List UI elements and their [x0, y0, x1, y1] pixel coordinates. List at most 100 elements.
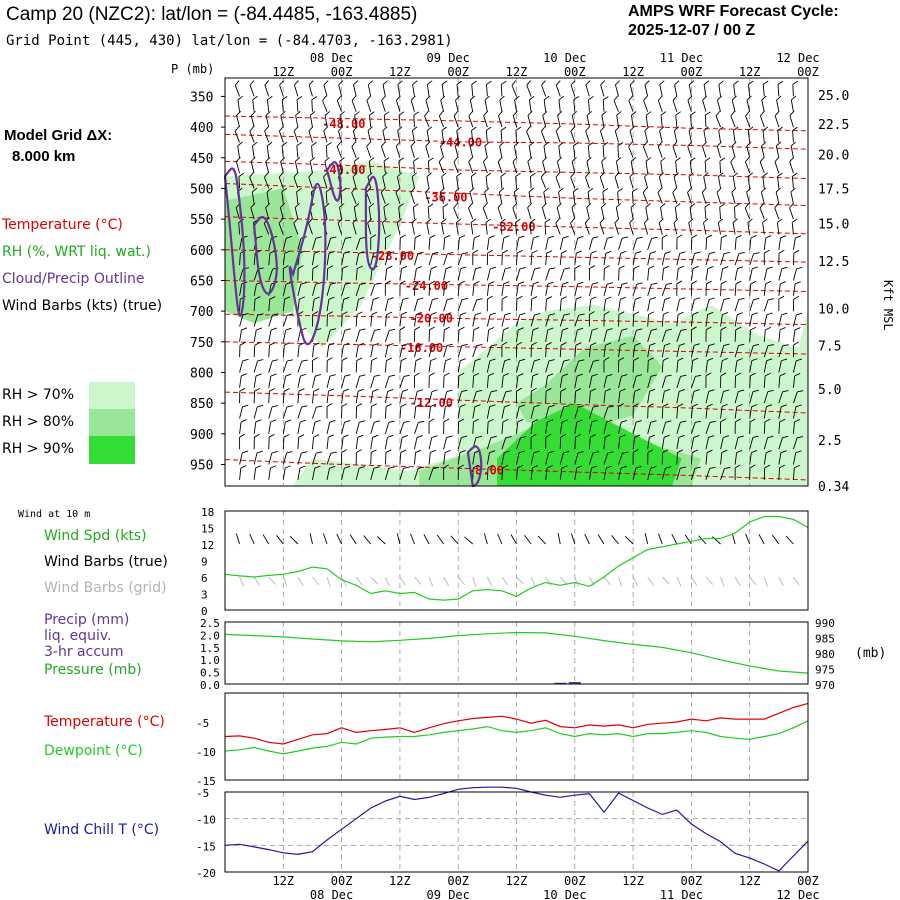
wind-barb-591: [559, 373, 569, 388]
wind-barb-783: [673, 126, 680, 143]
wind-barb-802: [676, 420, 687, 434]
wind-barb-931: [749, 404, 758, 419]
wind-barb-818: [690, 265, 699, 281]
wind-barb-822: [690, 326, 697, 342]
wind-barb-224: [355, 328, 366, 342]
wind-barb-451: [485, 218, 491, 235]
wind-barb-319: [410, 187, 416, 204]
wind-barb-107: [293, 126, 299, 143]
windchill-frame: [224, 791, 809, 873]
wind-barb-971: [776, 218, 783, 235]
wind-barb-353: [428, 312, 437, 327]
wind-barb-grid-3: [239, 576, 245, 587]
wind-barb-974: [778, 266, 788, 281]
wind-barb-71: [268, 373, 277, 388]
wind-barb-520: [526, 80, 532, 97]
wind-barb-181: [326, 465, 336, 480]
wind-barb-607: [570, 218, 576, 235]
wind-barb-233: [355, 466, 365, 480]
wind-barb-grid-18: [312, 576, 320, 586]
wind-barb-387: [443, 435, 453, 450]
wind-barb-69: [268, 342, 276, 358]
wind-barb-857: [705, 466, 716, 481]
wind-barb-458: [486, 327, 495, 342]
wind-barb-585: [559, 281, 569, 296]
wind-barb-grid-105: [734, 576, 741, 586]
wind-barb-98: [282, 388, 290, 404]
forecast-cycle-label: AMPS WRF Forecast Cycle:: [628, 3, 839, 20]
wind-barb-337: [414, 466, 425, 481]
wind-barb-163: [325, 188, 332, 204]
pressure-tick-350: 350: [190, 90, 213, 105]
wind-barb-827: [690, 403, 699, 419]
wind-barb-183: [336, 95, 343, 112]
wind-barb-547: [543, 95, 550, 112]
wind-barb-506: [516, 267, 526, 281]
wind-barb-31: [250, 156, 256, 174]
wind-barb-34: [250, 202, 256, 220]
kft-axis-label: Kft MSL: [881, 280, 895, 331]
wind-barb-331: [414, 372, 420, 388]
wind-barb-999: [792, 249, 800, 266]
wind-barb-103: [282, 465, 291, 480]
wind-barb-20: [239, 387, 246, 404]
wind-barb-983: [778, 404, 787, 419]
wind-barb-168: [326, 265, 334, 281]
kft-tick-10: 0.34: [818, 480, 849, 495]
wind-barb-416: [471, 80, 477, 97]
wind-barb-644: [588, 388, 597, 404]
wind-barb-760: [658, 172, 664, 189]
wind-barb-363: [428, 466, 439, 481]
wind-barb-true-42: [423, 534, 430, 545]
wind-barb-461: [486, 372, 495, 388]
legend-3hr-accum: 3-hr accum: [44, 644, 124, 660]
wind-barb-873: [720, 312, 729, 327]
wind-barb-291: [398, 157, 405, 174]
wind-barb-true-48: [450, 535, 459, 545]
wind-barb-966: [775, 141, 782, 158]
wind-barb-707: [630, 157, 637, 174]
wind-barb-828: [690, 420, 702, 434]
wind-barb-686: [618, 236, 628, 250]
wind-barb-174: [326, 357, 333, 373]
wind-barb-436: [472, 389, 483, 404]
wind-barb-56: [266, 141, 273, 158]
wind-barb-425: [470, 218, 477, 235]
wind-barb-279: [384, 374, 395, 388]
wind-barb-949: [763, 281, 772, 296]
legend-wind: Wind Barbs (kts) (true): [2, 298, 163, 314]
wind-barb-449: [484, 187, 490, 204]
wind-barb-320: [412, 203, 419, 220]
wind-barb-136: [308, 172, 314, 189]
wind-barb-641: [588, 342, 597, 358]
wind-barb-47: [253, 404, 264, 419]
wind-barb-515: [516, 404, 526, 419]
wind-barb-817: [690, 251, 701, 266]
wind-barb-405: [457, 312, 467, 327]
wind-barb-557: [545, 250, 553, 266]
wind-barb-927: [749, 343, 760, 358]
wind-barb-116: [297, 265, 304, 281]
wind-barb-1004: [792, 327, 801, 342]
wind-barb-940: [761, 141, 767, 158]
wind-barb-4: [237, 141, 243, 158]
wind-barb-717: [632, 311, 640, 327]
wind-barb-572: [555, 80, 561, 97]
wind-barb-219: [355, 251, 365, 266]
top-axis-date-1: 09 Dec: [427, 51, 470, 65]
grid-point-subtitle: Grid Point (445, 430) lat/lon = (-84.470…: [6, 33, 453, 49]
cloud-outline-3: [325, 161, 342, 202]
wind-barb-108: [296, 141, 303, 158]
top-axis-hour-3: 00Z: [447, 65, 469, 79]
wind-barb-517: [516, 436, 527, 450]
temp-contour-label-9: -12.00: [410, 396, 453, 410]
wind-barb-698: [618, 419, 628, 434]
top-axis-date-2: 10 Dec: [543, 51, 586, 65]
wind-barb-447: [483, 156, 488, 174]
wind-barb-678: [616, 111, 622, 128]
wind-barb-620: [574, 419, 583, 434]
wind-barb-895: [734, 252, 745, 266]
wind-barb-712: [632, 236, 643, 250]
wind-barb-796: [676, 328, 687, 342]
wind-barb-265: [383, 157, 390, 174]
